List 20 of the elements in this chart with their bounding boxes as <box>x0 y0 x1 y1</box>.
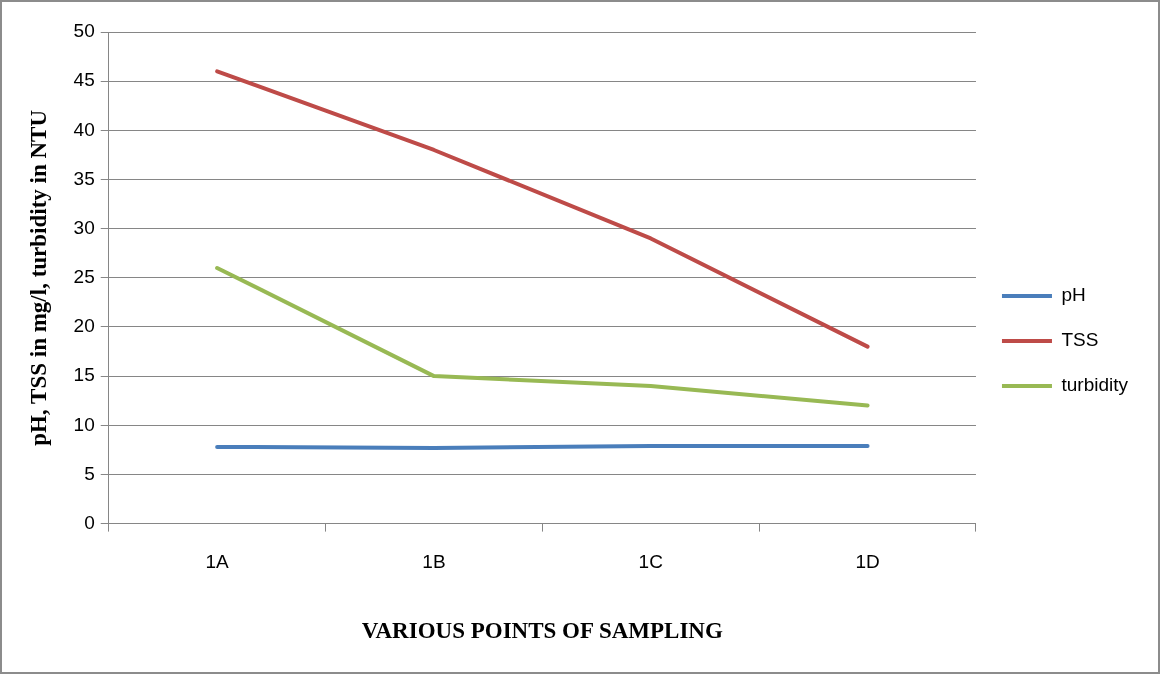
y-tick-label: 30 <box>73 216 95 238</box>
y-tick-label: 0 <box>84 511 95 533</box>
y-tick-label: 20 <box>73 315 95 337</box>
x-axis-title: VARIOUS POINTS OF SAMPLING <box>361 618 723 644</box>
x-tick-label: 1B <box>422 551 446 573</box>
y-tick-label: 35 <box>73 167 95 189</box>
y-tick-label: 25 <box>73 266 95 288</box>
x-tick-label: 1A <box>205 551 230 573</box>
y-axis-title: pH, TSS in mg/l, turbidity in NTU <box>25 109 51 446</box>
legend-label: turbidity <box>1061 374 1129 396</box>
y-tick-label: 40 <box>73 118 95 140</box>
y-tick-label: 45 <box>73 69 95 91</box>
legend-label: TSS <box>1061 329 1099 351</box>
y-tick-label: 15 <box>73 364 95 386</box>
x-tick-label: 1D <box>855 551 880 573</box>
legend-label: pH <box>1061 284 1086 306</box>
y-tick-label: 5 <box>84 462 95 484</box>
y-tick-label: 10 <box>73 413 95 435</box>
y-tick-label: 50 <box>73 20 95 42</box>
x-tick-label: 1C <box>638 551 663 573</box>
